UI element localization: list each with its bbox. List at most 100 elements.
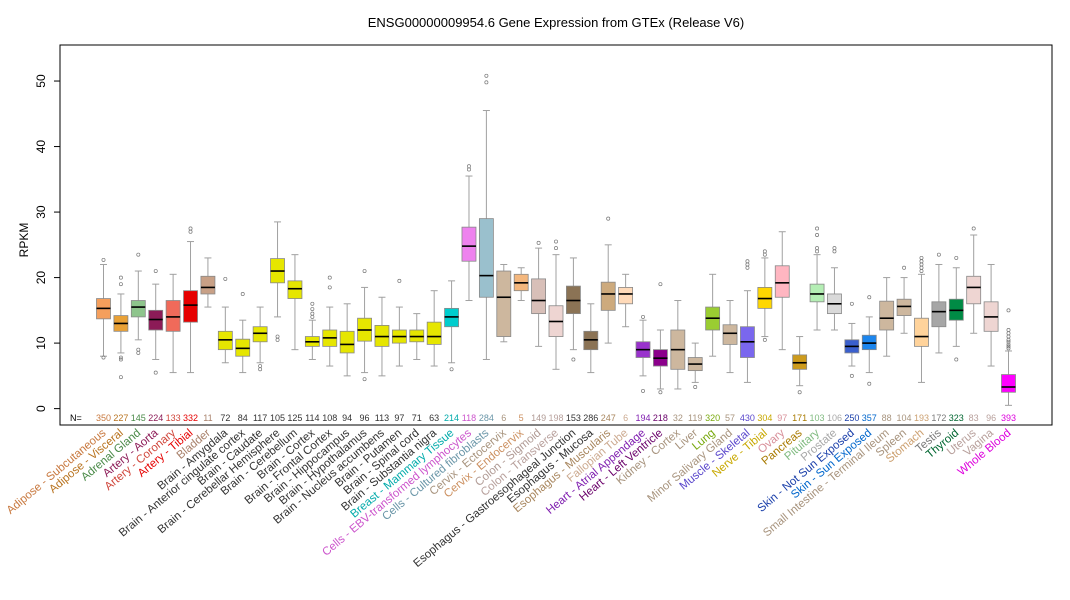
- outlier-point: [762, 249, 767, 254]
- sample-count: 97: [777, 413, 787, 423]
- y-tick-label: 40: [34, 140, 48, 154]
- outlier-point: [188, 229, 193, 234]
- outlier-point: [484, 80, 489, 85]
- box-49: [948, 255, 964, 362]
- box-42: [827, 246, 842, 331]
- box-9: [252, 306, 268, 372]
- outlier-point: [797, 390, 802, 395]
- outlier-point: [815, 246, 820, 251]
- outlier-point: [153, 370, 158, 375]
- sample-count: 96: [360, 413, 370, 423]
- sample-count: 284: [479, 413, 494, 423]
- sample-count: 119: [688, 413, 702, 423]
- box-14: [339, 303, 355, 377]
- box-32: [653, 282, 668, 395]
- sample-count: 194: [636, 413, 651, 423]
- outlier-point: [1006, 344, 1011, 349]
- box-38: [757, 249, 773, 342]
- outlier-point: [1006, 346, 1011, 351]
- outlier-point: [554, 246, 558, 251]
- sample-count: 357: [862, 413, 877, 423]
- outlier-point: [118, 282, 123, 287]
- outlier-point: [919, 265, 924, 270]
- outlier-point: [919, 255, 924, 260]
- sample-counts: 350 227 145 224 133 332 11 72 84 117 105 125 114 108 9…: [96, 413, 1016, 423]
- box-17: [391, 278, 407, 367]
- box-45: [879, 277, 895, 357]
- sample-count: 250: [844, 413, 859, 423]
- box-44: [861, 295, 877, 386]
- sample-count: 227: [113, 413, 128, 423]
- box-iqr: [1001, 374, 1016, 393]
- outlier-point: [327, 275, 332, 280]
- sample-count: 430: [740, 413, 755, 423]
- sample-count: 57: [725, 413, 735, 423]
- outlier-point: [1006, 328, 1011, 332]
- sample-count: 63: [429, 413, 439, 423]
- outlier-point: [362, 269, 367, 273]
- box-36: [722, 300, 738, 374]
- box-37: [740, 259, 755, 383]
- box-1: [113, 275, 129, 380]
- outlier-point: [971, 226, 976, 231]
- box-23: [496, 263, 512, 343]
- sample-count: 104: [897, 413, 912, 423]
- box-11: [287, 254, 303, 351]
- box-iqr: [809, 283, 825, 303]
- outlier-point: [919, 259, 924, 264]
- box-iqr: [896, 298, 912, 316]
- outlier-point: [902, 265, 907, 270]
- sample-count: 286: [583, 413, 598, 423]
- box-20: [444, 280, 459, 372]
- outlier-point: [554, 239, 558, 244]
- outlier-point: [118, 357, 123, 362]
- outlier-point: [188, 226, 193, 231]
- sample-count: 72: [220, 413, 230, 423]
- box-3: [148, 269, 164, 375]
- outlier-point: [1006, 342, 1011, 347]
- box-iqr: [165, 300, 181, 332]
- outlier-point: [606, 216, 611, 221]
- sample-count: 320: [705, 413, 720, 423]
- box-39: [774, 231, 790, 351]
- sample-count: 149: [531, 413, 546, 423]
- outlier-point: [101, 355, 106, 360]
- outlier-point: [867, 381, 872, 386]
- outlier-point: [832, 246, 837, 251]
- outlier-point: [397, 278, 402, 283]
- box-31: [635, 314, 651, 393]
- box-19: [426, 290, 442, 367]
- box-10: [270, 221, 285, 342]
- box-41: [809, 226, 825, 331]
- outlier-point: [849, 373, 854, 378]
- sample-count: 5: [519, 413, 524, 423]
- box-iqr: [966, 275, 982, 305]
- outlier-point: [310, 311, 315, 316]
- box-iqr: [426, 321, 442, 345]
- sample-count: 393: [1001, 413, 1016, 423]
- sample-count: 88: [882, 413, 892, 423]
- box-iqr: [600, 281, 616, 311]
- box-12: [304, 301, 320, 360]
- box-8: [235, 292, 251, 374]
- outlier-point: [467, 167, 471, 172]
- sample-count: 145: [131, 413, 146, 423]
- box-iqr: [774, 265, 790, 298]
- sample-count: 117: [253, 413, 267, 423]
- box-6: [200, 257, 216, 308]
- outlier-point: [240, 292, 245, 296]
- outlier-point: [658, 282, 663, 287]
- outlier-point: [467, 164, 471, 169]
- sample-count: 114: [305, 413, 319, 423]
- box-26: [548, 239, 564, 370]
- box-series: [96, 73, 1016, 406]
- box-iqr: [914, 317, 929, 347]
- sample-count: 11: [203, 413, 212, 423]
- sample-count: 323: [949, 413, 964, 423]
- box-5: [183, 226, 198, 374]
- outlier-point: [815, 226, 820, 231]
- outlier-point: [1006, 331, 1011, 336]
- sample-count: 118: [462, 413, 476, 423]
- sample-count: 103: [810, 413, 825, 423]
